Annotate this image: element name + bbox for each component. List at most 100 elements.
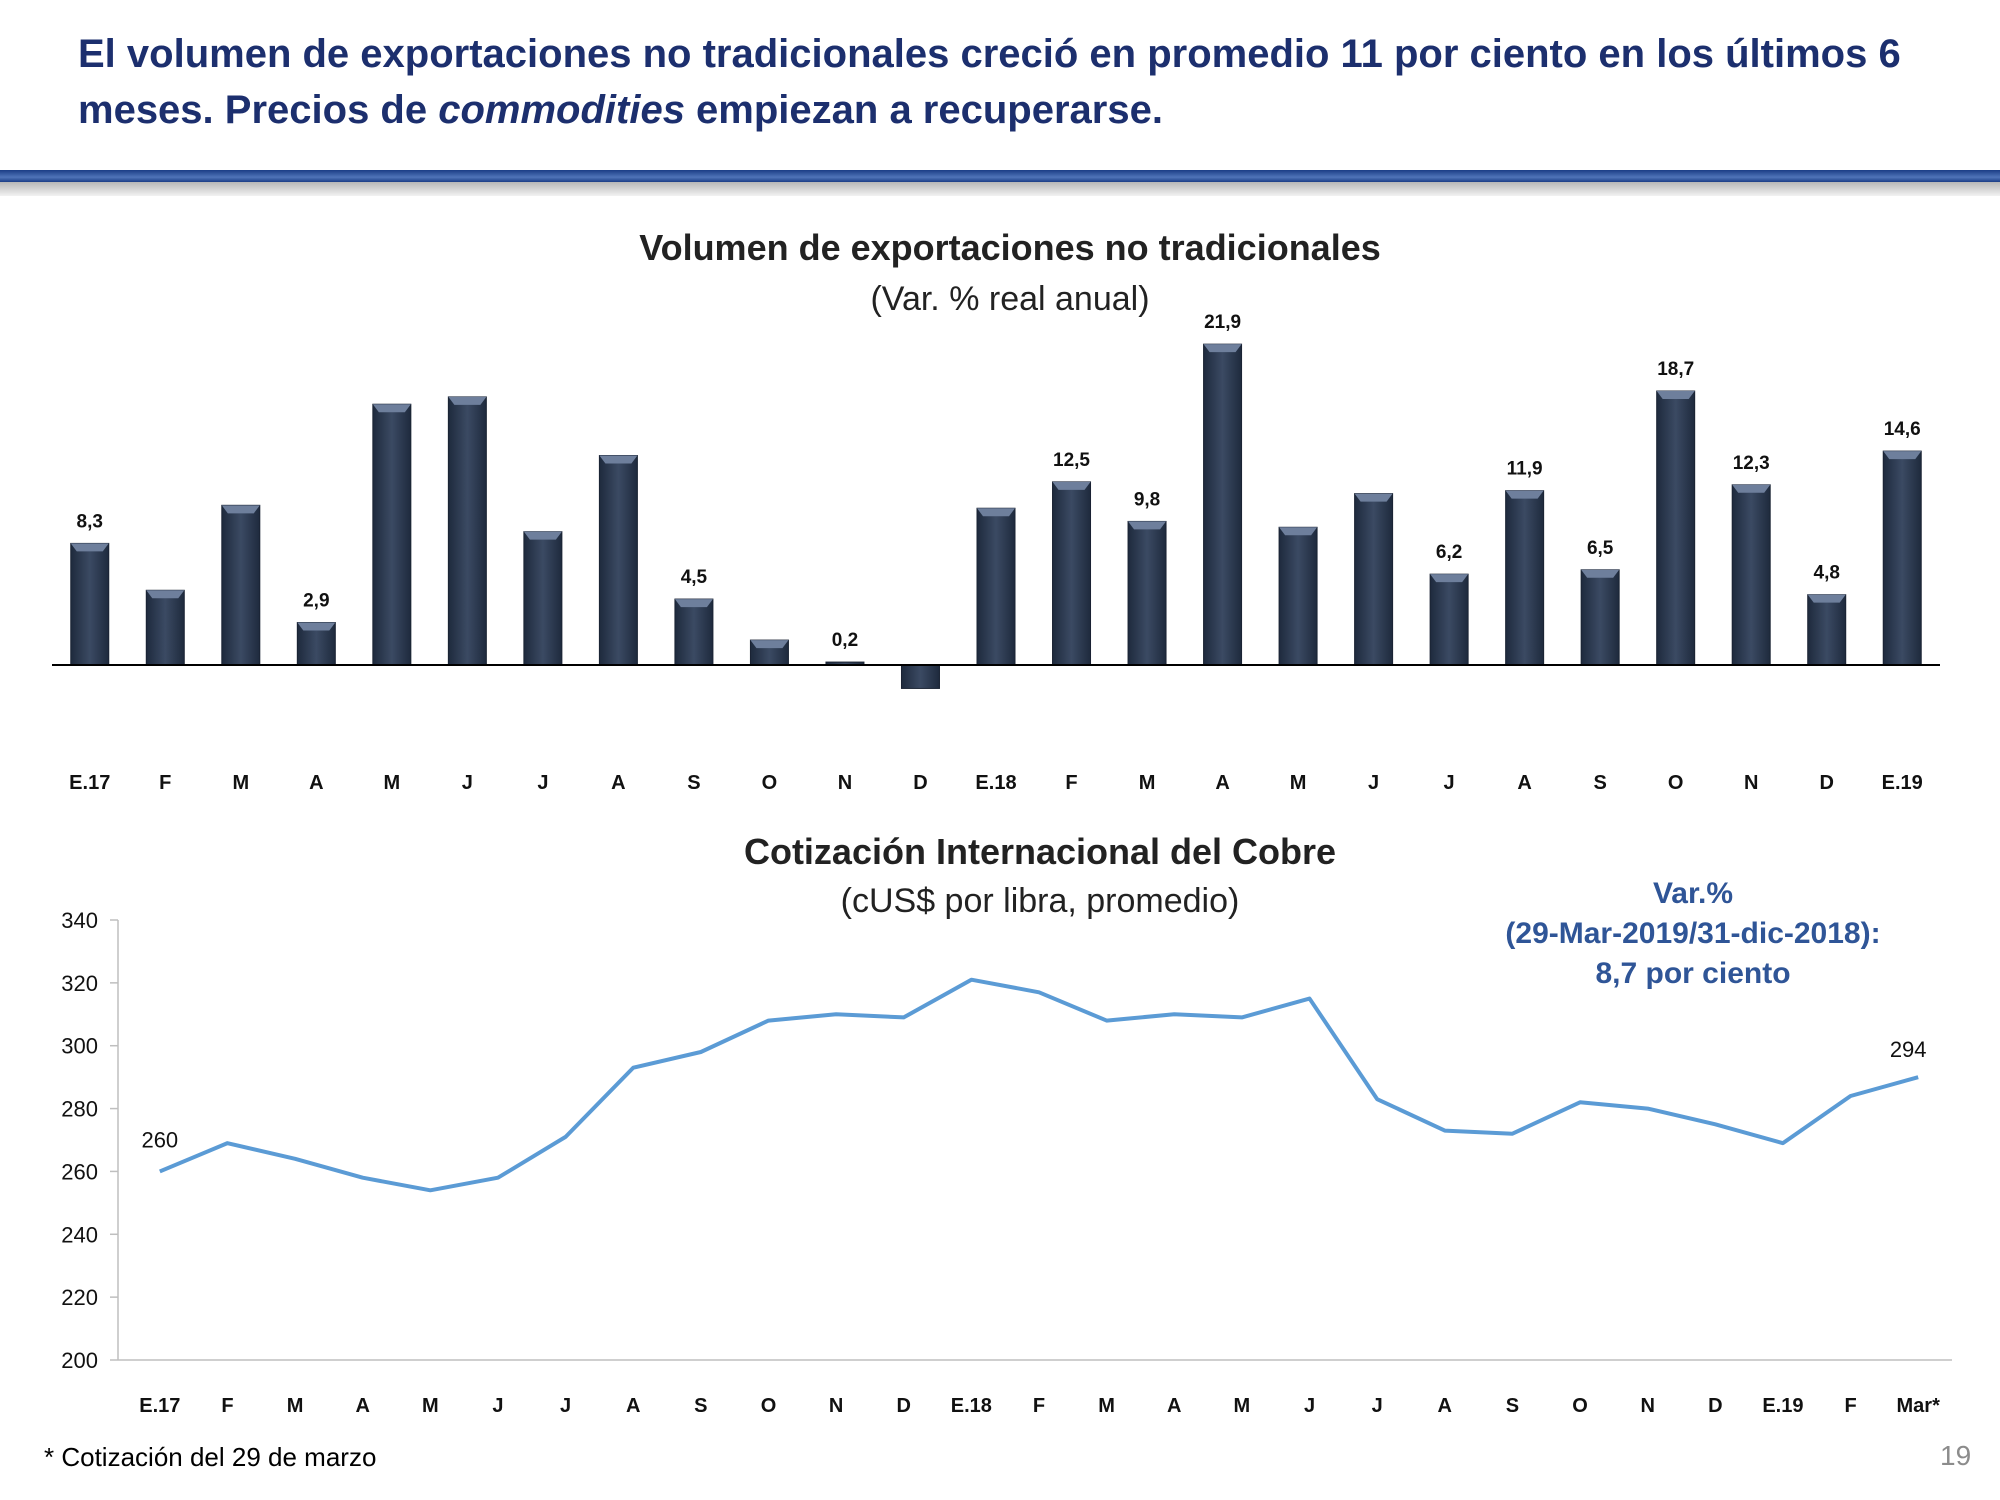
bar-bevel-17	[1279, 527, 1318, 536]
bar-bevel-5	[372, 404, 411, 413]
line-x-tick-26: F	[1844, 1395, 1856, 1417]
bar-bevel-19	[1430, 574, 1469, 583]
bar-data-label-11: 0,2	[832, 630, 858, 651]
line-last-data-label: 294	[1890, 1037, 1927, 1062]
line-x-tick-3: M	[287, 1395, 304, 1417]
bar-6	[447, 396, 487, 666]
line-x-tick-7: J	[560, 1395, 571, 1417]
bar-13	[976, 507, 1016, 666]
line-x-tick-1: E.17	[139, 1395, 180, 1417]
bar-bevel-16	[1203, 344, 1242, 353]
bar-bevel-25	[1883, 451, 1922, 460]
bar-5	[372, 403, 412, 666]
line-x-tick-17: M	[1234, 1395, 1251, 1417]
line-chart-title: Cotización Internacional del Cobre	[744, 831, 1336, 872]
bar-x-tick-3: M	[232, 772, 249, 794]
bar-x-tick-21: S	[1593, 772, 1606, 794]
bar-bevel-18	[1354, 493, 1393, 502]
headline-italic-word: commodities	[438, 88, 685, 132]
line-y-tick-6: 240	[61, 1222, 98, 1247]
bar-x-tick-4: A	[309, 772, 323, 794]
bar-bevel-1	[70, 543, 109, 552]
bar-bevel-3	[221, 505, 260, 514]
bar-9	[674, 598, 714, 666]
bar-x-tick-8: A	[611, 772, 625, 794]
bar-1	[70, 542, 110, 666]
slide-headline: El volumen de exportaciones no tradicion…	[78, 26, 1958, 138]
line-x-tick-13: E.18	[951, 1395, 992, 1417]
line-y-tick-1: 340	[61, 908, 98, 933]
bar-bevel-10	[750, 640, 789, 649]
bar-x-tick-12: D	[913, 772, 927, 794]
bar-17	[1278, 526, 1318, 666]
line-x-tick-5: M	[422, 1395, 439, 1417]
bar-x-tick-17: M	[1290, 772, 1307, 794]
line-y-tick-2: 320	[61, 971, 98, 996]
bar-16	[1203, 343, 1243, 666]
bar-19	[1429, 573, 1469, 666]
bar-bevel-6	[448, 396, 487, 405]
bar-x-tick-7: J	[537, 772, 548, 794]
page-number: 19	[1940, 1440, 1972, 1471]
footnote: * Cotización del 29 de marzo	[44, 1442, 377, 1472]
bar-x-tick-11: N	[838, 772, 852, 794]
line-x-tick-10: O	[761, 1395, 777, 1417]
line-x-tick-11: N	[829, 1395, 843, 1417]
bar-23	[1731, 484, 1771, 666]
line-y-tick-4: 280	[61, 1097, 98, 1122]
line-x-tick-21: S	[1506, 1395, 1519, 1417]
bar-x-tick-16: A	[1215, 772, 1229, 794]
bar-7	[523, 531, 563, 666]
bar-2	[145, 589, 185, 666]
bar-data-label-20: 11,9	[1507, 459, 1543, 480]
bar-bevel-23	[1732, 484, 1771, 493]
bar-20	[1505, 490, 1545, 666]
bar-data-label-24: 4,8	[1814, 563, 1840, 584]
bar-data-label-14: 12,5	[1053, 450, 1090, 471]
line-x-tick-23: N	[1640, 1395, 1654, 1417]
bar-data-label-21: 6,5	[1587, 538, 1614, 559]
bar-bevel-8	[599, 455, 638, 464]
bar-22	[1656, 390, 1696, 666]
bar-14	[1052, 481, 1092, 666]
line-x-tick-12: D	[897, 1395, 911, 1417]
bar-data-label-1: 8,3	[77, 511, 103, 532]
bar-data-label-16: 21,9	[1204, 312, 1241, 333]
bar-x-tick-6: J	[462, 772, 473, 794]
bar-x-tick-2: F	[159, 772, 171, 794]
bar-bevel-9	[674, 599, 713, 608]
bar-x-tick-24: D	[1819, 772, 1833, 794]
line-x-tick-16: A	[1167, 1395, 1181, 1417]
line-x-tick-6: J	[492, 1395, 503, 1417]
bar-3	[221, 504, 261, 666]
bar-x-tick-15: M	[1139, 772, 1156, 794]
headline-part-1: El volumen de exportaciones no tradicion…	[78, 32, 1901, 132]
header-divider	[0, 170, 2000, 182]
variation-note-line-2: (29-Mar-2019/31-dic-2018):	[1505, 917, 1880, 950]
line-x-tick-14: F	[1033, 1395, 1045, 1417]
line-x-tick-20: A	[1438, 1395, 1452, 1417]
line-y-tick-8: 200	[61, 1348, 98, 1373]
line-x-tick-18: J	[1304, 1395, 1315, 1417]
bar-15	[1127, 520, 1167, 666]
line-x-tick-9: S	[694, 1395, 707, 1417]
bar-24	[1807, 594, 1847, 666]
bar-x-tick-5: M	[384, 772, 401, 794]
bar-data-label-23: 12,3	[1733, 453, 1770, 474]
line-y-tick-7: 220	[61, 1285, 98, 1310]
headline-part-2: empiezan a recuperarse.	[684, 88, 1163, 132]
line-x-tick-22: O	[1572, 1395, 1588, 1417]
line-x-tick-8: A	[626, 1395, 640, 1417]
bar-chart-title: Volumen de exportaciones no tradicionale…	[639, 227, 1381, 268]
variation-note-line-3: 8,7 por ciento	[1595, 957, 1790, 990]
bar-25	[1882, 450, 1922, 666]
bar-bevel-7	[523, 531, 562, 540]
copper-price-line	[159, 977, 1919, 1193]
bar-12	[900, 664, 940, 689]
bar-x-tick-19: J	[1444, 772, 1455, 794]
line-x-tick-27: Mar*	[1897, 1395, 1941, 1417]
bar-x-tick-1: E.17	[69, 772, 110, 794]
bar-bevel-22	[1656, 391, 1695, 400]
bar-data-label-19: 6,2	[1436, 542, 1462, 563]
